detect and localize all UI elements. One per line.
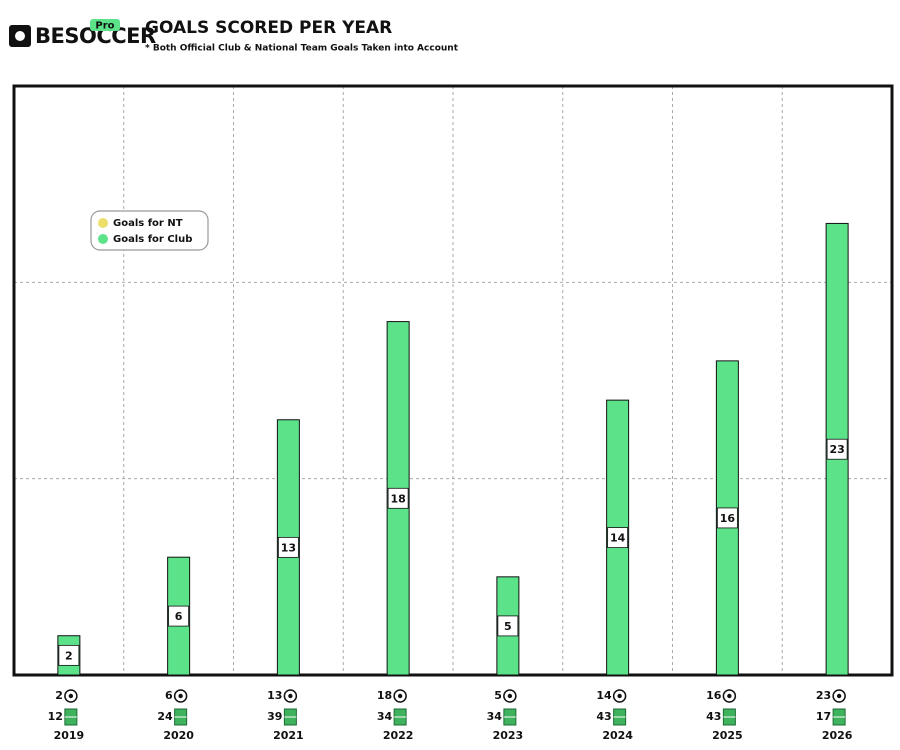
value-label: 18 (390, 492, 405, 505)
logo-badge-text: Pro (95, 21, 114, 32)
legend-swatch (98, 218, 108, 228)
matches: 34 (487, 710, 503, 723)
matches: 43 (706, 710, 721, 723)
x-tick-label: 2020 (163, 729, 194, 742)
total-goals: 2 (55, 689, 63, 702)
value-label-box (277, 536, 299, 558)
total-goals: 16 (706, 689, 722, 702)
ball-icon-patch (178, 693, 183, 699)
value-label-box (607, 527, 629, 548)
ball-icon-patch (727, 693, 732, 699)
matches: 39 (267, 710, 282, 723)
logo: BESOCCER Pro (9, 19, 156, 48)
total-goals: 13 (267, 689, 282, 702)
ball-icon-patch (617, 693, 622, 699)
x-tick-label: 2026 (822, 729, 853, 742)
legend-box (90, 210, 209, 251)
x-tick-label: 2019 (54, 729, 85, 742)
total-goals: 5 (494, 689, 502, 702)
logo-icon-dot (15, 31, 25, 41)
value-label: 5 (504, 620, 512, 633)
legend-label: Goals for NT (113, 218, 183, 229)
ball-icon-patch (288, 693, 293, 699)
value-label: 2 (65, 649, 73, 662)
value-label-box (716, 507, 738, 529)
ball-icon-patch (836, 693, 842, 699)
value-label-box (387, 487, 409, 509)
ball-icon-patch (507, 693, 513, 699)
ball-icon-patch (397, 693, 403, 699)
matches: 34 (377, 710, 393, 723)
value-label-box (826, 438, 848, 460)
logo-badge (90, 19, 120, 31)
value-label: 14 (610, 532, 626, 545)
total-goals: 14 (596, 689, 612, 702)
chart-title: GOALS SCORED PER YEAR (145, 18, 392, 38)
x-tick-label: 2023 (493, 729, 524, 742)
value-label: 13 (281, 541, 296, 554)
value-label-box (168, 605, 190, 627)
matches: 24 (157, 710, 173, 723)
plot-frame (12, 84, 894, 677)
matches: 43 (596, 710, 611, 723)
total-goals: 6 (165, 689, 173, 702)
matches: 12 (48, 710, 63, 723)
total-goals: 23 (816, 689, 831, 702)
x-tick-label: 2025 (712, 729, 743, 742)
ball-icon-patch (68, 693, 74, 699)
total-goals: 18 (377, 689, 392, 702)
value-label-box (497, 615, 519, 637)
chart-subtitle: * Both Official Club & National Team Goa… (145, 44, 459, 54)
value-label: 16 (720, 512, 736, 525)
x-tick-label: 2021 (273, 729, 304, 742)
value-label-box (58, 644, 80, 666)
legend-swatch (98, 234, 108, 244)
x-tick-label: 2024 (602, 729, 633, 742)
value-label: 6 (175, 610, 183, 623)
x-tick-label: 2022 (383, 729, 414, 742)
legend-label: Goals for Club (113, 234, 192, 245)
matches: 17 (816, 710, 831, 723)
value-label: 23 (829, 443, 844, 456)
